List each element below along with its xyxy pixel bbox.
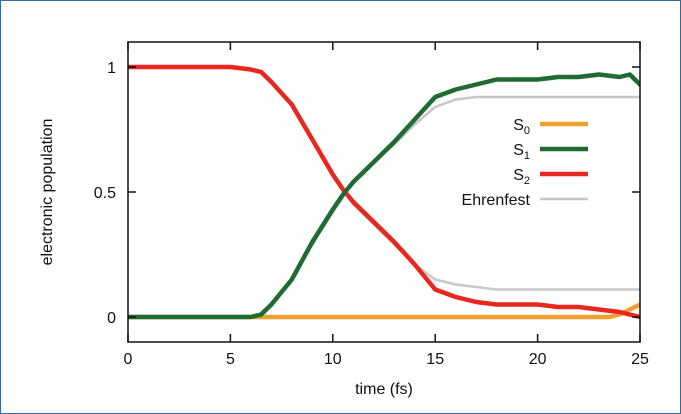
axes: 0 5 10 15 20 25 0 0.5 1 (94, 41, 649, 368)
y-tick-label: 0.5 (94, 185, 116, 202)
legend-label: S1 (513, 142, 530, 162)
y-tick-label: 0 (107, 310, 116, 327)
plot-area (128, 64, 640, 320)
x-tick-label: 20 (529, 351, 547, 368)
x-tick-label: 0 (124, 351, 133, 368)
x-tick-label: 10 (324, 351, 342, 368)
legend-entry-s2: S2 (513, 167, 588, 187)
legend-entry-s1: S1 (513, 142, 588, 162)
legend-label: S0 (513, 117, 530, 137)
x-axis-title: time (fs) (355, 381, 413, 398)
series-line-ehrenfest-complement (128, 95, 640, 319)
x-tick-label: 15 (426, 351, 444, 368)
legend: S0 S1 S2 Ehrenfest (462, 117, 588, 209)
legend-entry-s0: S0 (513, 117, 588, 137)
y-tick-label: 1 (107, 60, 116, 77)
legend-entry-ehrenfest: Ehrenfest (462, 192, 588, 209)
plot-border (127, 41, 641, 343)
x-tick-label: 5 (226, 351, 235, 368)
series-line-s0 (128, 302, 640, 320)
legend-label: S2 (513, 167, 530, 187)
series-line-s2 (128, 64, 640, 320)
series-line-ehrenfest (128, 65, 640, 291)
series-line-s1 (128, 72, 640, 320)
legend-label: Ehrenfest (462, 192, 531, 209)
y-axis-title: electronic population (39, 119, 56, 266)
x-tick-label: 25 (631, 351, 649, 368)
